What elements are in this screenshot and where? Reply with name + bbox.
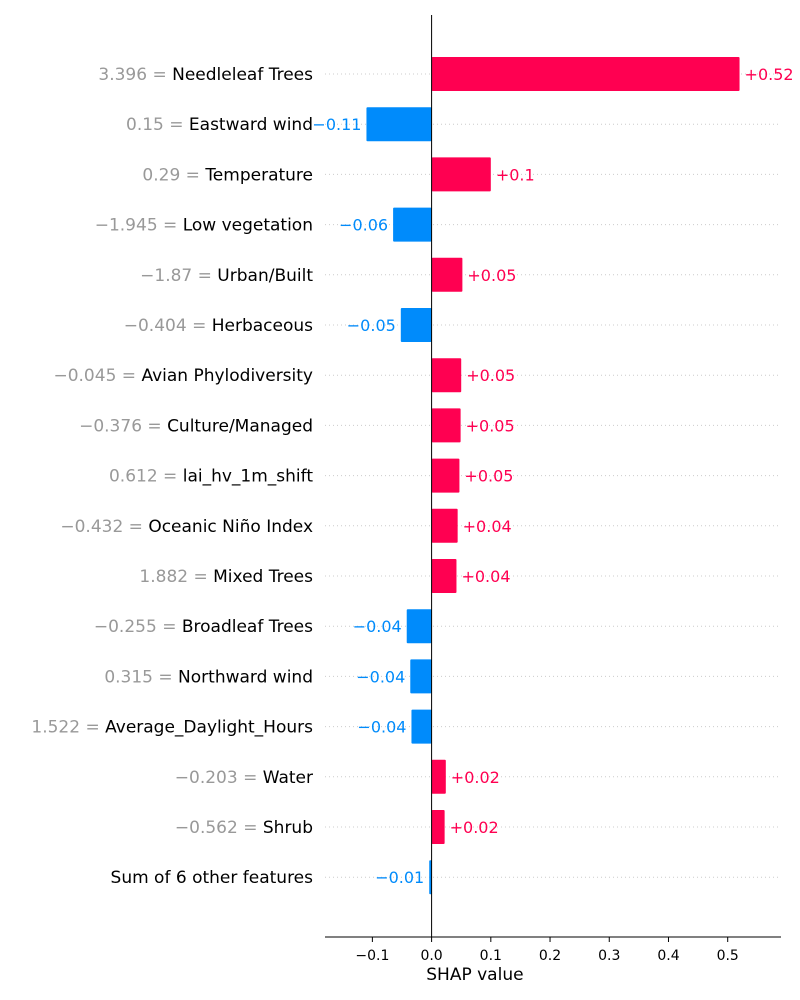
bar xyxy=(411,709,432,744)
feature-name: Culture/Managed xyxy=(167,416,313,436)
value-label: +0.02 xyxy=(451,768,500,787)
feature-name: Broadleaf Trees xyxy=(182,617,313,637)
value-label: +0.05 xyxy=(464,467,513,486)
feature-label: −1.945 = Low vegetation xyxy=(95,216,313,236)
value-label: −0.04 xyxy=(357,718,406,737)
feature-name: Shrub xyxy=(263,818,313,838)
feature-label: 3.396 = Needleleaf Trees xyxy=(98,65,313,85)
feature-labels: 3.396 = Needleleaf Trees 0.15 = Eastward … xyxy=(31,65,313,888)
bar xyxy=(431,358,462,393)
feature-value: −1.87 = xyxy=(140,266,217,286)
bar xyxy=(431,559,457,593)
feature-name: Water xyxy=(263,768,313,788)
feature-label: 0.612 = lai_hv_1m_shift xyxy=(109,467,313,487)
feature-value: 3.396 = xyxy=(98,65,172,85)
value-label: −0.06 xyxy=(339,216,388,235)
feature-name: Needleleaf Trees xyxy=(172,65,313,85)
x-axis-ticks: −0.1 0.0 0.1 0.2 0.3 0.4 0.5 xyxy=(355,937,739,964)
grid-lines xyxy=(325,73,781,878)
feature-name: Northward wind xyxy=(178,667,313,687)
feature-label: 1.522 = Average_Daylight_Hours xyxy=(31,718,313,738)
feature-label: −0.045 = Avian Phylodiversity xyxy=(53,366,313,386)
x-axis: −0.1 0.0 0.1 0.2 0.3 0.4 0.5 SHAP value xyxy=(325,936,781,985)
feature-value: 0.29 = xyxy=(142,165,205,185)
feature-value: −0.203 = xyxy=(175,768,263,788)
feature-label: 0.29 = Temperature xyxy=(142,165,313,185)
x-tick-label: 0.0 xyxy=(420,948,442,964)
value-label: +0.05 xyxy=(466,416,515,435)
value-label: +0.04 xyxy=(461,567,510,586)
feature-value: 0.612 = xyxy=(109,467,183,487)
bar xyxy=(431,57,740,91)
value-label: −0.11 xyxy=(312,115,361,134)
feature-label: −0.404 = Herbaceous xyxy=(124,316,313,336)
feature-value: −0.045 = xyxy=(53,366,141,386)
x-tick-label: 0.1 xyxy=(480,948,502,964)
feature-value: −1.945 = xyxy=(95,216,183,236)
feature-name: Mixed Trees xyxy=(213,567,313,587)
feature-label: −0.255 = Broadleaf Trees xyxy=(94,617,313,637)
bar xyxy=(431,458,460,493)
bar xyxy=(366,107,432,142)
feature-name: lai_hv_1m_shift xyxy=(183,467,314,487)
feature-value: −0.255 = xyxy=(94,617,182,637)
feature-value: 0.15 = xyxy=(126,115,189,135)
feature-value: 1.882 = xyxy=(139,567,213,587)
value-label: +0.05 xyxy=(466,366,515,385)
x-axis-title: SHAP value xyxy=(426,965,523,985)
bar xyxy=(431,157,491,192)
feature-name: Eastward wind xyxy=(189,115,313,135)
feature-label: −0.203 = Water xyxy=(175,768,313,788)
feature-value: −0.404 = xyxy=(124,316,212,336)
bar xyxy=(406,609,432,644)
x-tick-label: −0.1 xyxy=(355,948,389,964)
x-tick-label: 0.3 xyxy=(598,948,620,964)
value-label: −0.05 xyxy=(347,316,396,335)
x-tick-label: 0.5 xyxy=(717,948,739,964)
feature-label: −1.87 = Urban/Built xyxy=(140,266,313,286)
feature-name: Avian Phylodiversity xyxy=(141,366,313,386)
value-label: +0.04 xyxy=(463,517,512,536)
feature-name: Oceanic Niño Index xyxy=(148,517,313,537)
bar xyxy=(431,408,461,443)
feature-name: Low vegetation xyxy=(183,216,313,236)
feature-name: Urban/Built xyxy=(217,266,313,286)
feature-label: 0.315 = Northward wind xyxy=(104,667,313,687)
feature-label: −0.432 = Oceanic Niño Index xyxy=(60,517,313,537)
bar xyxy=(410,659,432,694)
bar xyxy=(431,759,446,794)
feature-name: Sum of 6 other features xyxy=(111,868,314,888)
bar xyxy=(393,207,432,242)
x-tick-label: 0.2 xyxy=(539,948,561,964)
value-label: +0.05 xyxy=(467,266,516,285)
bar xyxy=(400,308,432,342)
bar xyxy=(431,508,458,543)
feature-label: Sum of 6 other features xyxy=(111,868,314,888)
bar xyxy=(431,257,463,292)
feature-value: 0.315 = xyxy=(104,667,178,687)
feature-value: −0.376 = xyxy=(79,416,167,436)
x-tick-label: 0.4 xyxy=(657,948,679,964)
value-label: +0.1 xyxy=(496,165,535,184)
feature-name: Temperature xyxy=(204,165,313,185)
value-labels: +0.52 −0.11 +0.1 −0.06 +0.05 −0.05 +0.05 +0.05 +… xyxy=(312,65,793,887)
bars xyxy=(366,57,740,895)
value-label: −0.04 xyxy=(353,617,402,636)
feature-name: Herbaceous xyxy=(212,316,313,336)
feature-label: −0.376 = Culture/Managed xyxy=(79,416,313,436)
bar xyxy=(429,860,432,895)
value-label: +0.52 xyxy=(745,65,794,84)
feature-name: Average_Daylight_Hours xyxy=(105,718,313,738)
value-label: −0.04 xyxy=(356,667,405,686)
bar xyxy=(431,810,445,844)
feature-label: −0.562 = Shrub xyxy=(175,818,313,838)
value-label: −0.01 xyxy=(375,868,424,887)
feature-value: −0.432 = xyxy=(60,517,148,537)
feature-label: 1.882 = Mixed Trees xyxy=(139,567,313,587)
feature-value: −0.562 = xyxy=(175,818,263,838)
feature-label: 0.15 = Eastward wind xyxy=(126,115,313,135)
value-label: +0.02 xyxy=(450,818,499,837)
feature-value: 1.522 = xyxy=(31,718,105,738)
